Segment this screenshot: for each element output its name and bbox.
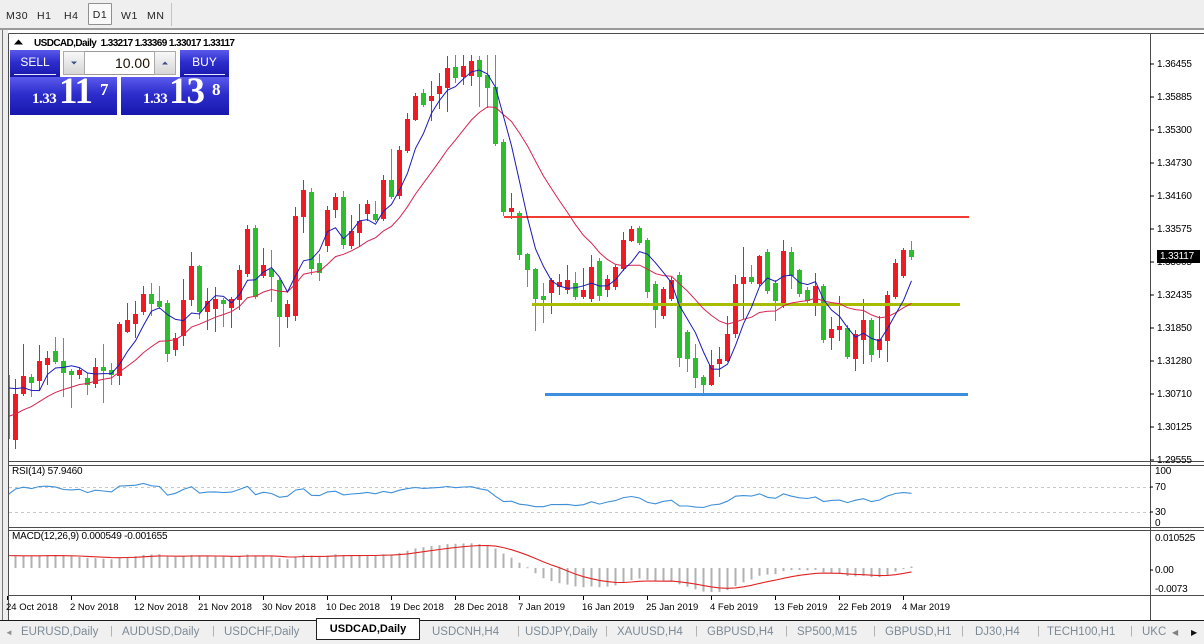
svg-text:21 Nov 2018: 21 Nov 2018 [198, 602, 252, 613]
svg-text:0.00: 0.00 [1155, 565, 1174, 576]
svg-text:25 Jan 2019: 25 Jan 2019 [646, 602, 698, 613]
svg-text:1.30125: 1.30125 [1157, 422, 1192, 433]
svg-text:70: 70 [1155, 482, 1166, 493]
svg-text:100: 100 [1155, 466, 1172, 477]
svg-text:1.31280: 1.31280 [1157, 356, 1192, 367]
svg-text:1.35885: 1.35885 [1157, 92, 1192, 103]
svg-text:1.35300: 1.35300 [1157, 125, 1192, 136]
svg-text:24 Oct 2018: 24 Oct 2018 [6, 602, 58, 613]
svg-text:4 Feb 2019: 4 Feb 2019 [710, 602, 758, 613]
svg-text:1.34160: 1.34160 [1157, 191, 1192, 202]
svg-text:22 Feb 2019: 22 Feb 2019 [838, 602, 891, 613]
svg-text:30 Nov 2018: 30 Nov 2018 [262, 602, 316, 613]
svg-text:2 Nov 2018: 2 Nov 2018 [70, 602, 119, 613]
svg-text:1.36455: 1.36455 [1157, 59, 1192, 70]
svg-text:1.32435: 1.32435 [1157, 290, 1192, 301]
svg-text:4 Mar 2019: 4 Mar 2019 [902, 602, 950, 613]
svg-text:1.33575: 1.33575 [1157, 224, 1192, 235]
svg-text:13 Feb 2019: 13 Feb 2019 [774, 602, 827, 613]
svg-text:28 Dec 2018: 28 Dec 2018 [454, 602, 508, 613]
svg-text:10 Dec 2018: 10 Dec 2018 [326, 602, 380, 613]
svg-text:1.34730: 1.34730 [1157, 158, 1192, 169]
svg-text:7 Jan 2019: 7 Jan 2019 [518, 602, 565, 613]
svg-text:19 Dec 2018: 19 Dec 2018 [390, 602, 444, 613]
svg-text:1.29555: 1.29555 [1157, 455, 1192, 466]
svg-text:0: 0 [1155, 518, 1161, 529]
svg-text:12 Nov 2018: 12 Nov 2018 [134, 602, 188, 613]
svg-text:30: 30 [1155, 507, 1166, 518]
svg-text:0.010525: 0.010525 [1155, 533, 1196, 544]
svg-text:16 Jan 2019: 16 Jan 2019 [582, 602, 634, 613]
svg-text:-0.0073: -0.0073 [1155, 584, 1188, 595]
svg-text:1.31850: 1.31850 [1157, 323, 1192, 334]
svg-text:1.30710: 1.30710 [1157, 389, 1192, 400]
